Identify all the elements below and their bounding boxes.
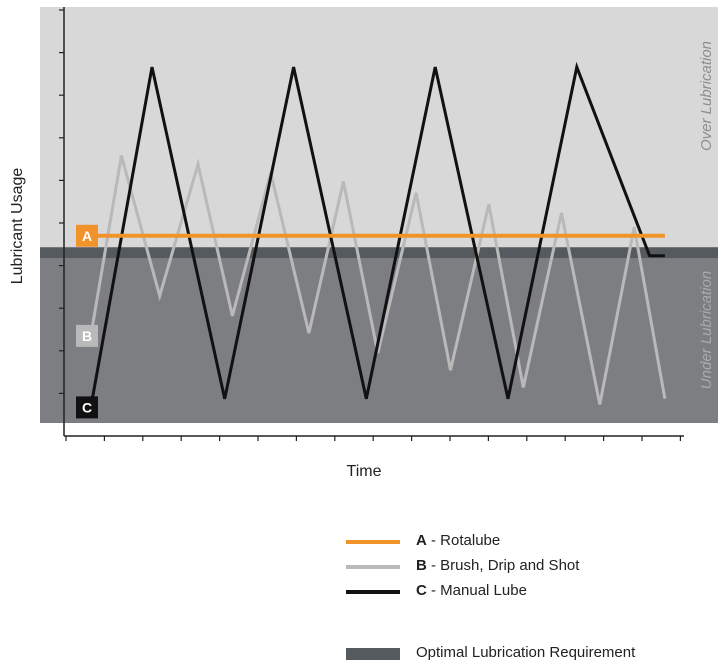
series-marker-label-b: B — [82, 328, 92, 344]
optimal-band — [40, 247, 718, 259]
legend-text-b: - Brush, Drip and Shot — [426, 557, 580, 574]
legend-label-a: A - Rotalube — [416, 532, 500, 549]
series-marker-b — [76, 324, 98, 347]
legend-label-b: B - Brush, Drip and Shot — [416, 557, 579, 574]
x-axis-title: Time — [347, 463, 382, 480]
legend-swatch-optimal — [346, 648, 400, 660]
legend-label-optimal: Optimal Lubrication Requirement — [416, 644, 636, 661]
series-line-c — [89, 61, 665, 408]
legend-text-a: - Rotalube — [426, 532, 501, 549]
series-marker-label-c: C — [82, 399, 92, 415]
series-marker-c — [76, 396, 98, 419]
legend-swatch-a — [346, 540, 400, 544]
legend-swatch-b — [346, 565, 400, 569]
y-axis-title: Lubricant Usage — [9, 168, 26, 285]
over-lubrication-label: Over Lubrication — [698, 41, 715, 151]
over-lubrication-zone — [40, 7, 718, 248]
series-marker-label-a: A — [82, 228, 92, 244]
axes — [59, 7, 684, 441]
legend-key-b: B — [416, 557, 427, 574]
legend-key-c: C — [416, 582, 427, 599]
legend-text-c: - Manual Lube — [426, 582, 527, 599]
legend-swatch-c — [346, 590, 400, 594]
legend-label-c: C - Manual Lube — [416, 582, 527, 599]
under-lubrication-label: Under Lubrication — [698, 271, 715, 389]
legend-key-a: A — [416, 532, 427, 549]
series-line-b — [89, 155, 667, 405]
series-marker-a — [76, 224, 98, 247]
